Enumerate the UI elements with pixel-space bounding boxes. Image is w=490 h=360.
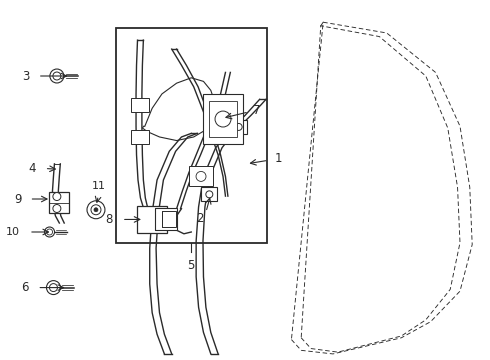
Circle shape [47, 280, 60, 294]
Bar [131, 98, 149, 112]
Text: 8: 8 [106, 213, 113, 226]
Bar [231, 120, 246, 134]
Bar [131, 130, 149, 144]
Bar [49, 192, 69, 213]
Text: 7: 7 [253, 104, 260, 117]
Circle shape [215, 111, 231, 127]
Circle shape [91, 205, 101, 215]
Bar [203, 94, 243, 144]
Circle shape [53, 72, 61, 80]
Circle shape [196, 171, 206, 181]
Text: 3: 3 [22, 69, 29, 82]
Bar [209, 101, 237, 137]
Bar [137, 206, 167, 233]
Circle shape [47, 229, 52, 235]
Circle shape [53, 193, 61, 201]
Bar [201, 187, 217, 201]
Bar [189, 166, 213, 186]
Text: 4: 4 [29, 162, 36, 175]
Circle shape [45, 227, 54, 237]
Circle shape [94, 208, 98, 212]
Text: 6: 6 [22, 281, 29, 294]
Text: 1: 1 [274, 152, 282, 165]
Text: 11: 11 [92, 181, 105, 191]
Text: 2: 2 [196, 212, 203, 225]
Circle shape [235, 123, 242, 130]
Circle shape [206, 191, 213, 198]
Bar [155, 208, 177, 230]
Text: 9: 9 [14, 193, 22, 206]
Circle shape [50, 69, 64, 83]
Circle shape [53, 204, 61, 212]
Circle shape [49, 284, 57, 292]
Bar [162, 211, 176, 228]
Circle shape [87, 201, 105, 219]
Bar [116, 28, 267, 243]
Text: 5: 5 [188, 259, 195, 272]
Text: 10: 10 [6, 227, 20, 237]
